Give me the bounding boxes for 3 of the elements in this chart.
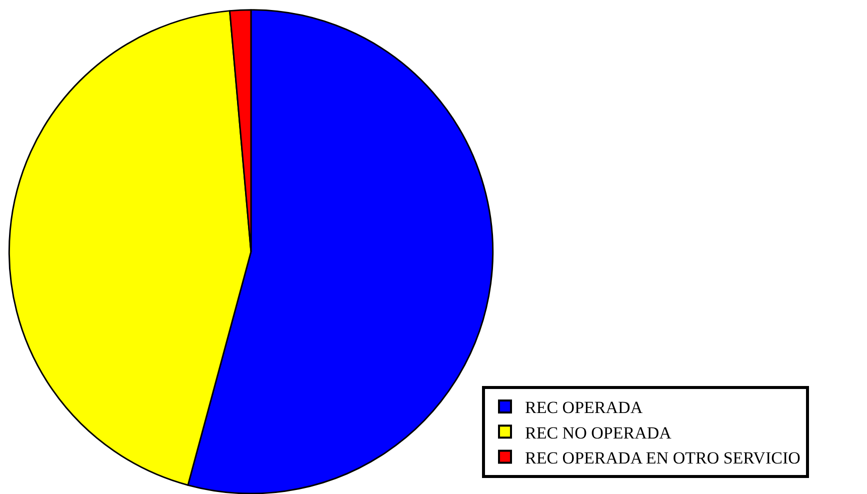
legend-label: REC OPERADA <box>525 398 644 418</box>
legend-label: REC OPERADA EN OTRO SERVICIO <box>525 448 800 468</box>
legend-label: REC NO OPERADA <box>525 423 672 442</box>
